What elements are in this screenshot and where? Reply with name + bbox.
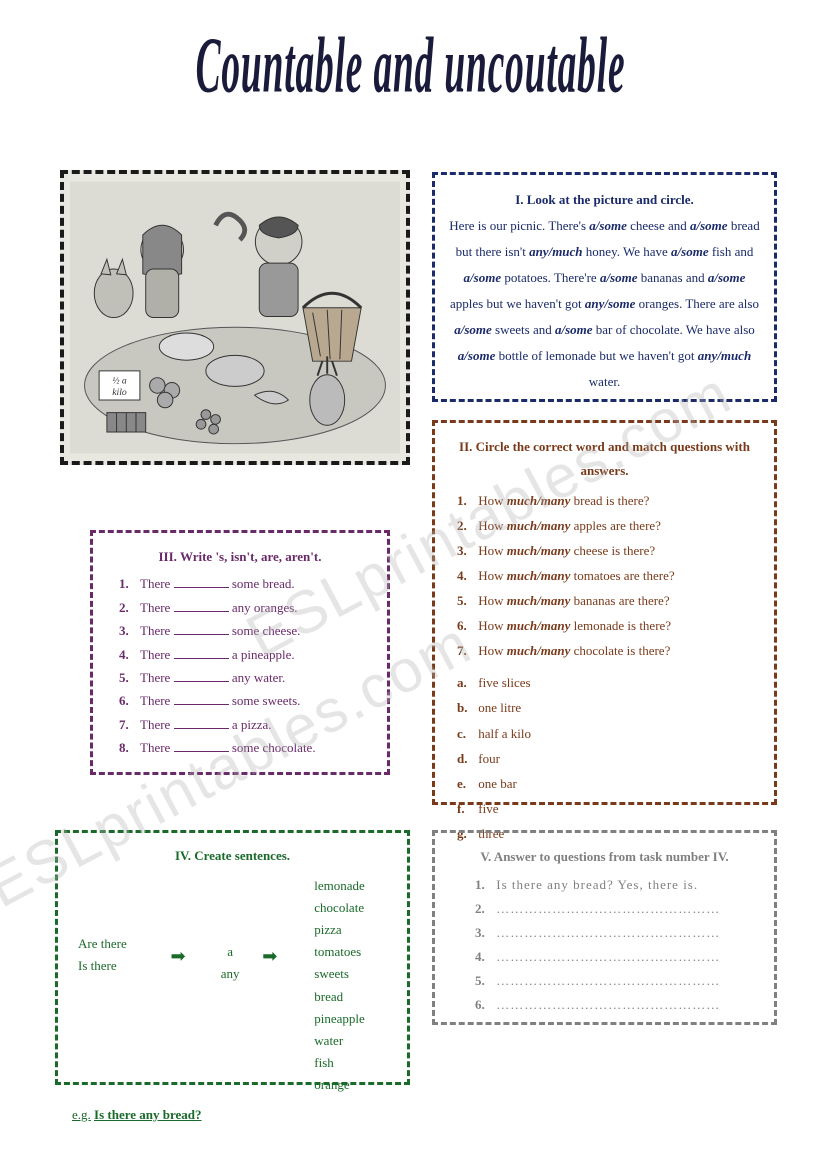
exercise-5-header: V. Answer to questions from task number … [449,845,760,869]
exercise-4-example: e.g. Is there any bread? [72,1104,393,1126]
exercise-3-box: III. Write 's, isn't, are, aren't. 1. Th… [90,530,390,775]
answer-line: 6. ………………………………………… [475,993,760,1017]
answer-item: d. four [457,747,760,771]
fill-item: 8. There some chocolate. [119,736,373,759]
exercise-1-box: I. Look at the picture and circle. Here … [432,172,777,402]
answer-line: 2. ………………………………………… [475,897,760,921]
answer-line: 5. ………………………………………… [475,969,760,993]
question-item: 4. How much/many tomatoes are there? [457,564,760,588]
exercise-1-text: Here is our picnic. There's a/some chees… [449,213,760,395]
question-item: 3. How much/many cheese is there? [457,539,760,563]
fill-item: 3. There some cheese. [119,619,373,642]
question-item: 5. How much/many bananas are there? [457,589,760,613]
col-starters: Are there Is there [72,873,152,1098]
question-item: 1. How much/many bread is there? [457,489,760,513]
exercise-2-header: II. Circle the correct word and match qu… [449,435,760,483]
page-title: Countable and uncoutable [96,20,726,112]
answer-item: e. one bar [457,772,760,796]
question-item: 6. How much/many lemonade is there? [457,614,760,638]
answer-item: a. five slices [457,671,760,695]
question-item: 7. How much/many chocolate is there? [457,639,760,663]
fill-item: 1. There some bread. [119,572,373,595]
fill-item: 6. There some sweets. [119,689,373,712]
fill-item: 2. There any oranges. [119,596,373,619]
exercise-3-header: III. Write 's, isn't, are, aren't. [107,545,373,568]
exercise-2-box: II. Circle the correct word and match qu… [432,420,777,805]
fill-item: 4. There a pineapple. [119,643,373,666]
arrow-icon: ➡ [152,873,204,1098]
col-nouns: lemonadechocolatepizzatomatoessweetsbrea… [308,873,393,1098]
fill-item: 5. There any water. [119,666,373,689]
exercise-5-list: 1. Is there any bread? Yes, there is.2. … [449,873,760,1017]
col-articles: a any [204,873,256,1098]
answer-line: 1. Is there any bread? Yes, there is. [475,873,760,897]
answer-item: f. five [457,797,760,821]
exercise-4-columns: Are there Is there ➡ a any ➡ lemonadecho… [72,873,393,1098]
picnic-svg: ½ a kilo [70,180,400,455]
svg-text:½ a: ½ a [112,376,127,387]
exercise-3-list: 1. There some bread.2. There any oranges… [107,572,373,759]
picnic-illustration: ½ a kilo [60,170,410,465]
answer-item: c. half a kilo [457,722,760,746]
exercise-1-header: I. Look at the picture and circle. [449,187,760,213]
exercise-5-box: V. Answer to questions from task number … [432,830,777,1025]
answer-item: b. one litre [457,696,760,720]
exercise-2-answers: a. five slicesb. one litrec. half a kilo… [449,671,760,845]
exercise-4-box: IV. Create sentences. Are there Is there… [55,830,410,1085]
exercise-4-header: IV. Create sentences. [72,845,393,867]
question-item: 2. How much/many apples are there? [457,514,760,538]
answer-line: 4. ………………………………………… [475,945,760,969]
svg-text:kilo: kilo [112,387,127,398]
fill-item: 7. There a pizza. [119,713,373,736]
answer-line: 3. ………………………………………… [475,921,760,945]
arrow-icon: ➡ [256,873,308,1098]
exercise-2-questions: 1. How much/many bread is there?2. How m… [449,489,760,663]
